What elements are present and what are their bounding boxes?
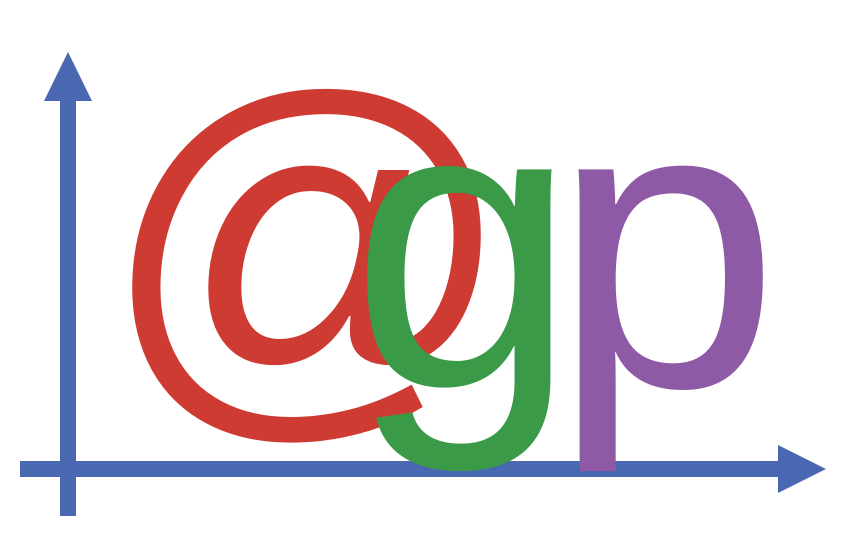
logo-text: @ g p	[100, 15, 780, 476]
letter-g: g	[350, 15, 578, 476]
letter-p: p	[552, 15, 780, 476]
y-axis-arrowhead-icon	[44, 52, 92, 101]
axes	[20, 52, 826, 516]
x-axis-icon	[20, 461, 794, 477]
y-axis-icon	[60, 92, 76, 516]
at-symbol: @	[100, 15, 516, 473]
x-axis-arrowhead-icon	[778, 445, 826, 493]
